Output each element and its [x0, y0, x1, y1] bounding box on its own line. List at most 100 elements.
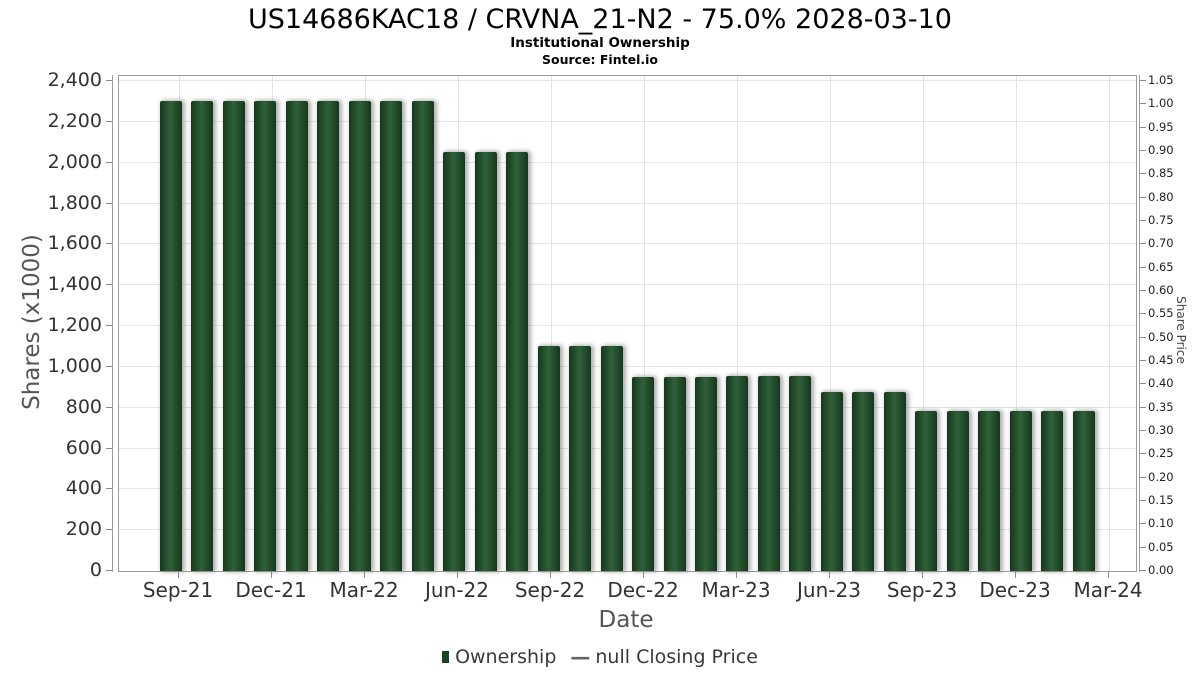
gridline-horizontal	[119, 488, 1136, 490]
x-axis-label: Mar-22	[329, 578, 399, 602]
ownership-bar[interactable]	[1009, 410, 1032, 571]
gridline-horizontal	[119, 325, 1136, 326]
y-axis-label-right: 0.45	[1148, 353, 1174, 367]
gridline-horizontal	[119, 284, 1136, 286]
y-axis-tick-right	[1140, 360, 1146, 361]
ownership-bar[interactable]	[978, 410, 1001, 571]
ownership-bar[interactable]	[380, 101, 403, 571]
y-axis-label-left: 200	[65, 518, 102, 541]
y-axis-tick-right	[1140, 80, 1146, 81]
ownership-bar[interactable]	[883, 392, 906, 571]
gridline-vertical	[644, 76, 645, 571]
y-axis-tick-right	[1140, 336, 1146, 338]
y-axis-label-right: 0.70	[1148, 236, 1174, 251]
y-axis-tick-right	[1140, 523, 1146, 525]
ownership-bar[interactable]	[537, 346, 560, 571]
ownership-bar[interactable]	[663, 377, 686, 571]
ownership-bar[interactable]	[946, 410, 969, 571]
legend: Ownership — null Closing Price	[0, 646, 1200, 668]
y-axis-tick-left	[106, 570, 112, 571]
ownership-bar[interactable]	[222, 101, 245, 571]
y-axis-tick-left	[106, 161, 112, 163]
ownership-bar[interactable]	[160, 101, 182, 571]
ownership-bar[interactable]	[726, 376, 749, 571]
gridline-vertical	[1109, 76, 1110, 571]
y-axis-label-right: 1.00	[1148, 96, 1174, 111]
y-axis-label-right: 0.90	[1148, 143, 1174, 157]
ownership-bar[interactable]	[915, 410, 938, 571]
ownership-bar[interactable]	[632, 377, 655, 571]
y-axis-tick-right	[1140, 453, 1146, 455]
ownership-bar[interactable]	[254, 101, 277, 571]
y-axis-tick-right	[1140, 313, 1146, 315]
y-axis-tick-right	[1140, 383, 1146, 385]
y-axis-label-right: 0.75	[1148, 213, 1174, 227]
ownership-bar[interactable]	[285, 101, 308, 571]
x-axis-label: Jun-22	[425, 578, 489, 602]
legend-item-closing-price[interactable]: — null Closing Price	[570, 646, 758, 668]
y-axis-tick-right	[1140, 126, 1146, 128]
gridline-vertical	[830, 76, 831, 571]
x-axis-tick	[550, 572, 551, 578]
chart-title: US14686KAC18 / CRVNA_21-N2 - 75.0% 2028-…	[248, 4, 952, 35]
y-axis-label-left: 800	[65, 395, 102, 418]
y-axis-label-right: 0.65	[1148, 259, 1174, 274]
x-axis-label: Mar-24	[1073, 578, 1143, 602]
y-axis-tick-right	[1140, 290, 1146, 291]
y-axis-label-right: 0.95	[1148, 119, 1174, 134]
x-axis-tick	[178, 572, 179, 578]
gridline-horizontal	[119, 80, 1136, 81]
ownership-bar[interactable]	[820, 392, 843, 571]
ownership-swatch-icon	[442, 651, 450, 663]
y-axis-tick-left	[106, 284, 112, 286]
ownership-bar[interactable]	[600, 346, 623, 571]
ownership-bar[interactable]	[757, 376, 780, 571]
y-axis-label-right: 0.00	[1148, 563, 1174, 577]
y-axis-label-right: 0.05	[1148, 539, 1174, 554]
y-axis-label-right: 0.55	[1148, 306, 1174, 321]
ownership-bar[interactable]	[789, 376, 812, 571]
y-axis-tick-right	[1140, 406, 1146, 408]
gridline-vertical	[551, 76, 552, 571]
y-axis-label-left: 600	[65, 436, 102, 459]
x-axis-label: Dec-22	[607, 578, 679, 602]
x-axis-tick	[457, 572, 458, 578]
ownership-bar[interactable]	[569, 346, 592, 571]
y-axis-tick-left	[106, 488, 112, 490]
y-axis-tick-right	[1140, 266, 1146, 268]
y-axis-line-right	[1139, 75, 1140, 572]
ownership-bar[interactable]	[348, 101, 371, 571]
y-axis-tick-left	[106, 406, 112, 408]
x-axis-tick	[829, 572, 830, 578]
gridline-horizontal	[119, 406, 1136, 408]
x-axis-label: Sep-23	[886, 578, 958, 602]
gridline-horizontal	[119, 447, 1136, 449]
ownership-bar[interactable]	[1041, 410, 1064, 571]
ownership-bar[interactable]	[317, 101, 340, 571]
y-axis-label-left: 1,200	[47, 314, 102, 336]
ownership-bar[interactable]	[852, 392, 875, 571]
legend-label-closing-price: null Closing Price	[595, 646, 758, 668]
gridline-horizontal	[119, 529, 1136, 531]
ownership-bar[interactable]	[474, 152, 497, 571]
ownership-bar[interactable]	[443, 152, 466, 571]
ownership-bar[interactable]	[191, 101, 214, 571]
gridline-horizontal	[119, 365, 1136, 367]
ownership-bar[interactable]	[694, 377, 717, 571]
y-axis-tick-left	[106, 447, 112, 449]
y-axis-line-left	[112, 75, 113, 572]
legend-label-ownership: Ownership	[455, 646, 557, 668]
ownership-bar[interactable]	[506, 152, 529, 571]
plot-area	[118, 75, 1137, 572]
y-axis-tick-right	[1140, 546, 1146, 548]
chart-subtitle: Institutional Ownership	[510, 35, 690, 51]
legend-item-ownership[interactable]: Ownership	[442, 646, 556, 668]
y-axis-label-left: 1,800	[47, 191, 102, 214]
y-axis-tick-left	[106, 243, 112, 245]
x-axis-tick	[1108, 572, 1109, 578]
ownership-bar[interactable]	[411, 101, 434, 571]
ownership-bar[interactable]	[1072, 410, 1095, 571]
y-axis-tick-right	[1140, 570, 1146, 571]
x-axis-tick	[1015, 572, 1016, 578]
